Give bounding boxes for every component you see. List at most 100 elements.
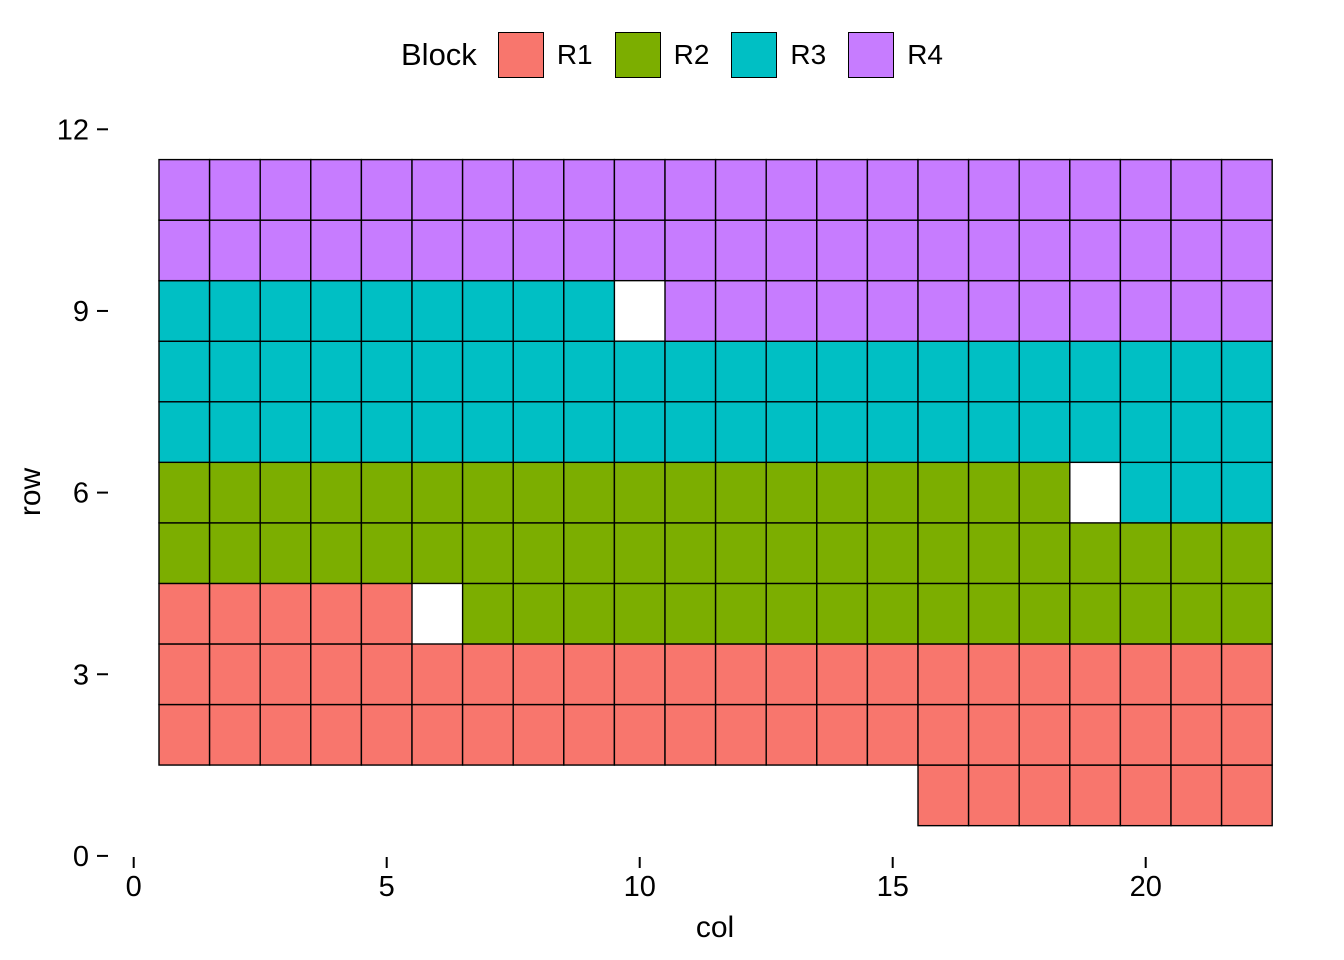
tile-r2-row5-col2 (208, 522, 261, 585)
tile-r3-row9-col9 (563, 280, 616, 342)
tile-r4-row10-col1 (158, 219, 211, 282)
tile-r3-row9-col2 (208, 280, 261, 342)
tile-r1-row2-col15 (866, 703, 919, 766)
tile-r2-row6-col6 (411, 461, 464, 524)
tile-r1-row3-col22 (1220, 643, 1273, 706)
x-tick-label-5: 5 (379, 871, 395, 903)
tile-r2-row4-col8 (512, 582, 565, 645)
tile-r3-row9-col7 (461, 280, 514, 342)
tile-r2-row5-col10 (613, 522, 666, 585)
tile-r3-row8-col4 (310, 340, 363, 403)
tile-r3-row7-col13 (765, 401, 818, 464)
tile-r3-row7-col19 (1069, 401, 1122, 464)
tile-r4-row10-col18 (1018, 219, 1071, 282)
tile-r4-row10-col10 (613, 219, 666, 282)
tile-r3-row8-col7 (461, 340, 514, 403)
tile-r4-row11-col8 (512, 158, 565, 221)
tile-r3-row7-col12 (714, 401, 767, 464)
x-tick-label-10: 10 (624, 871, 656, 903)
tile-r2-row6-col3 (259, 461, 312, 524)
tile-r4-row10-col19 (1069, 219, 1122, 282)
tile-r2-row5-col15 (866, 522, 919, 585)
tile-r1-row3-col8 (512, 643, 565, 706)
tile-r3-row8-col2 (208, 340, 261, 403)
tile-r4-row11-col21 (1170, 158, 1223, 221)
tile-r1-row3-col19 (1069, 643, 1122, 706)
tile-r2-row4-col22 (1220, 582, 1273, 645)
tile-r2-row6-col4 (310, 461, 363, 524)
tile-r1-row2-col1 (158, 703, 211, 766)
tile-r3-row7-col17 (967, 401, 1020, 464)
tile-r2-row4-col20 (1119, 582, 1172, 645)
tile-r2-row5-col3 (259, 522, 312, 585)
tile-r2-row6-col10 (613, 461, 666, 524)
tile-r2-row5-col9 (563, 522, 616, 585)
tile-r4-row11-col7 (461, 158, 514, 221)
y-tick-label-6: 6 (73, 478, 89, 510)
tile-r4-row11-col10 (613, 158, 666, 221)
tile-r1-row2-col2 (208, 703, 261, 766)
legend-label-r4: R4 (907, 39, 943, 70)
tile-r1-row1-col17 (967, 764, 1020, 827)
tile-r3-row8-col12 (714, 340, 767, 403)
tile-r4-row11-col12 (714, 158, 767, 221)
tile-r2-row6-col13 (765, 461, 818, 524)
tile-r3-row7-col9 (563, 401, 616, 464)
tile-r1-row3-col16 (917, 643, 970, 706)
legend-label-r1: R1 (556, 39, 593, 70)
legend-label-r3: R3 (790, 39, 827, 70)
tile-r3-row7-col11 (664, 401, 717, 464)
tile-r2-row5-col18 (1018, 522, 1071, 585)
x-tick-label-20: 20 (1130, 871, 1162, 903)
tile-r3-row7-col14 (816, 401, 869, 464)
tile-r1-row3-col5 (360, 643, 413, 706)
tile-r1-row4-col2 (208, 582, 261, 645)
tile-r3-row9-col8 (512, 280, 565, 342)
tile-r1-row2-col20 (1119, 703, 1172, 766)
tile-r1-row2-col7 (461, 703, 514, 766)
tile-r1-row1-col20 (1119, 764, 1172, 827)
tile-r1-row3-col21 (1170, 643, 1223, 706)
tile-r3-row8-col15 (866, 340, 919, 403)
tile-r2-row4-col10 (613, 582, 666, 645)
tile-r4-row10-col6 (411, 219, 464, 282)
tile-r1-row3-col3 (259, 643, 312, 706)
tile-r1-row3-col6 (411, 643, 464, 706)
tile-r4-row11-col5 (360, 158, 413, 221)
tile-r3-row8-col8 (512, 340, 565, 403)
legend-key-r2 (614, 32, 661, 78)
tile-r1-row2-col10 (613, 703, 666, 766)
legend-items: R1 R2 R3 R4 (497, 32, 943, 78)
tile-r3-row7-col7 (461, 401, 514, 464)
tile-r4-row11-col13 (765, 158, 818, 221)
tile-r3-row7-col16 (917, 401, 970, 464)
tile-r2-row5-col16 (917, 522, 970, 585)
tile-r4-row9-col12 (714, 280, 767, 342)
tile-r4-row11-col1 (158, 158, 211, 221)
tile-r1-row1-col21 (1170, 764, 1223, 827)
tile-r3-row6-col22 (1220, 461, 1273, 524)
tile-r1-row2-col11 (664, 703, 717, 766)
tile-r3-row9-col6 (411, 280, 464, 342)
tile-r1-row1-col19 (1069, 764, 1122, 827)
tile-r2-row5-col7 (461, 522, 514, 585)
tile-r3-row8-col10 (613, 340, 666, 403)
tile-r4-row10-col8 (512, 219, 565, 282)
tile-r3-row7-col4 (310, 401, 363, 464)
tile-r1-row3-col20 (1119, 643, 1172, 706)
tile-r3-row8-col17 (967, 340, 1020, 403)
x-tick-label-0: 0 (126, 871, 142, 903)
tile-r3-row7-col2 (208, 401, 261, 464)
y-axis-title: row (14, 467, 47, 516)
tile-r3-row7-col18 (1018, 401, 1071, 464)
tile-r1-row4-col1 (158, 582, 211, 645)
tile-r1-row2-col14 (816, 703, 869, 766)
tile-r1-row1-col16 (917, 764, 970, 827)
tile-r3-row8-col5 (360, 340, 413, 403)
tile-r1-row2-col8 (512, 703, 565, 766)
tile-r1-row2-col9 (563, 703, 616, 766)
legend-key-r3 (731, 32, 778, 78)
tile-r4-row10-col17 (967, 219, 1020, 282)
tile-r2-row5-col17 (967, 522, 1020, 585)
tile-r3-row7-col21 (1170, 401, 1223, 464)
